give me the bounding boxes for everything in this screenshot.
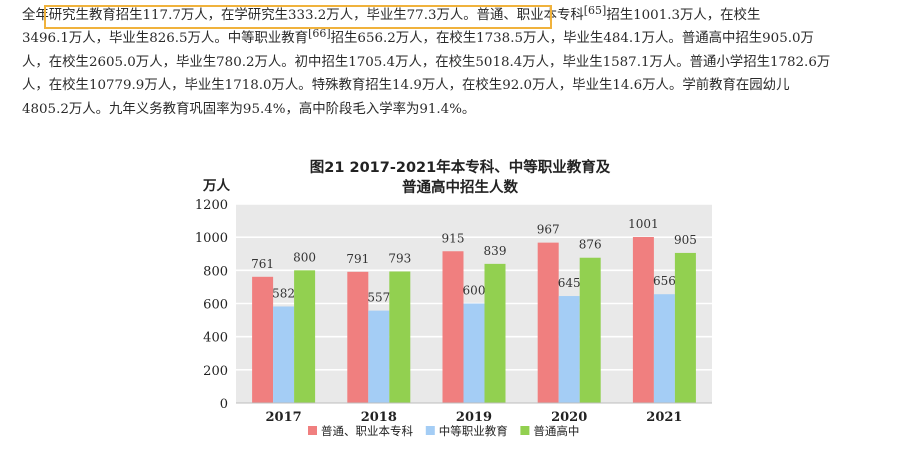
bar <box>579 257 601 403</box>
report-paragraph: 全年研究生教育招生117.7万人，在学研究生333.2万人，毕业生77.3万人。… <box>22 4 884 121</box>
paragraph-part1: 全年研究生教育招生117.7万人，在学研究生333.2万人，毕业生77.3万人。… <box>22 8 584 23</box>
x-tick-label: 2017 <box>266 410 302 425</box>
bar-value-label: 761 <box>251 257 274 271</box>
legend-label: 普通高中 <box>533 424 579 438</box>
bar <box>442 251 464 403</box>
bar-value-label: 791 <box>346 252 369 266</box>
x-tick-label: 2018 <box>361 410 397 425</box>
bar <box>273 306 295 403</box>
paragraph-line3: 人，在校生2605.0万人，毕业生780.2万人。初中招生1705.4万人，在校… <box>22 54 831 70</box>
bar <box>294 270 316 403</box>
bar-value-label: 800 <box>293 250 316 264</box>
x-tick-label: 2021 <box>646 410 682 425</box>
bar <box>368 310 390 403</box>
legend-label: 中等职业教育 <box>439 424 508 438</box>
bar <box>653 294 675 403</box>
bar-value-label: 645 <box>558 276 581 290</box>
y-tick-label: 1000 <box>195 231 228 246</box>
bar <box>484 263 506 403</box>
bar <box>389 271 411 403</box>
y-tick-label: 800 <box>203 264 228 279</box>
paragraph-part3: 招生656.2万人，在校生1738.5万人，毕业生484.1万人。普通高中招生9… <box>330 31 814 47</box>
y-axis-unit-label: 万人 <box>202 178 230 194</box>
chart-title-line1: 图21 2017-2021年本专科、中等职业教育及 <box>309 160 611 176</box>
y-tick-label: 200 <box>203 364 228 379</box>
bar-value-label: 967 <box>537 223 560 237</box>
bar <box>674 252 696 403</box>
paragraph-line2: 3496.1万人，毕业生826.5万人。中等职业教育 <box>22 31 309 47</box>
y-tick-label: 400 <box>203 331 228 346</box>
bar-value-label: 915 <box>442 231 465 245</box>
bar-value-label: 839 <box>484 244 507 258</box>
bar <box>632 237 654 403</box>
bar <box>558 296 580 403</box>
bar-value-label: 793 <box>388 251 411 265</box>
highlight-box <box>44 5 552 29</box>
bar <box>537 242 559 403</box>
bar-value-label: 1001 <box>628 217 659 231</box>
footnote-ref-66[interactable]: [66] <box>308 27 331 41</box>
footnote-ref-65[interactable]: [65] <box>583 4 607 17</box>
bar-value-label: 557 <box>367 291 390 305</box>
chart-title-line2: 普通高中招生人数 <box>402 180 518 196</box>
paragraph-part2: 招生1001.3万人，在校生 <box>606 8 761 23</box>
legend-swatch <box>520 426 530 435</box>
chart-title: 图21 2017-2021年本专科、中等职业教育及 普通高中招生人数 <box>200 158 720 198</box>
legend-swatch <box>308 426 317 435</box>
x-tick-label: 2020 <box>551 410 587 425</box>
bar-value-label: 600 <box>463 284 486 298</box>
x-tick-label: 2019 <box>456 410 492 425</box>
y-tick-label: 0 <box>220 397 228 412</box>
paragraph-line5: 4805.2万人。九年义务教育巩固率为95.4%，高中阶段毛入学率为91.4%。 <box>22 101 476 117</box>
y-tick-label: 600 <box>203 298 228 313</box>
bar-value-label: 656 <box>653 274 676 288</box>
paragraph-line4: 人，在校生10779.9万人，毕业生1718.0万人。特殊教育招生14.9万人，… <box>22 78 790 94</box>
bar-value-label: 582 <box>272 286 295 300</box>
bar-value-label: 905 <box>674 233 697 247</box>
y-tick-label: 1200 <box>195 198 228 213</box>
legend-swatch <box>425 426 435 435</box>
legend-label: 普通、职业本专科 <box>321 424 413 438</box>
bar-value-label: 876 <box>579 238 602 252</box>
bar <box>347 271 369 403</box>
bar <box>463 303 485 403</box>
bar <box>252 276 274 403</box>
